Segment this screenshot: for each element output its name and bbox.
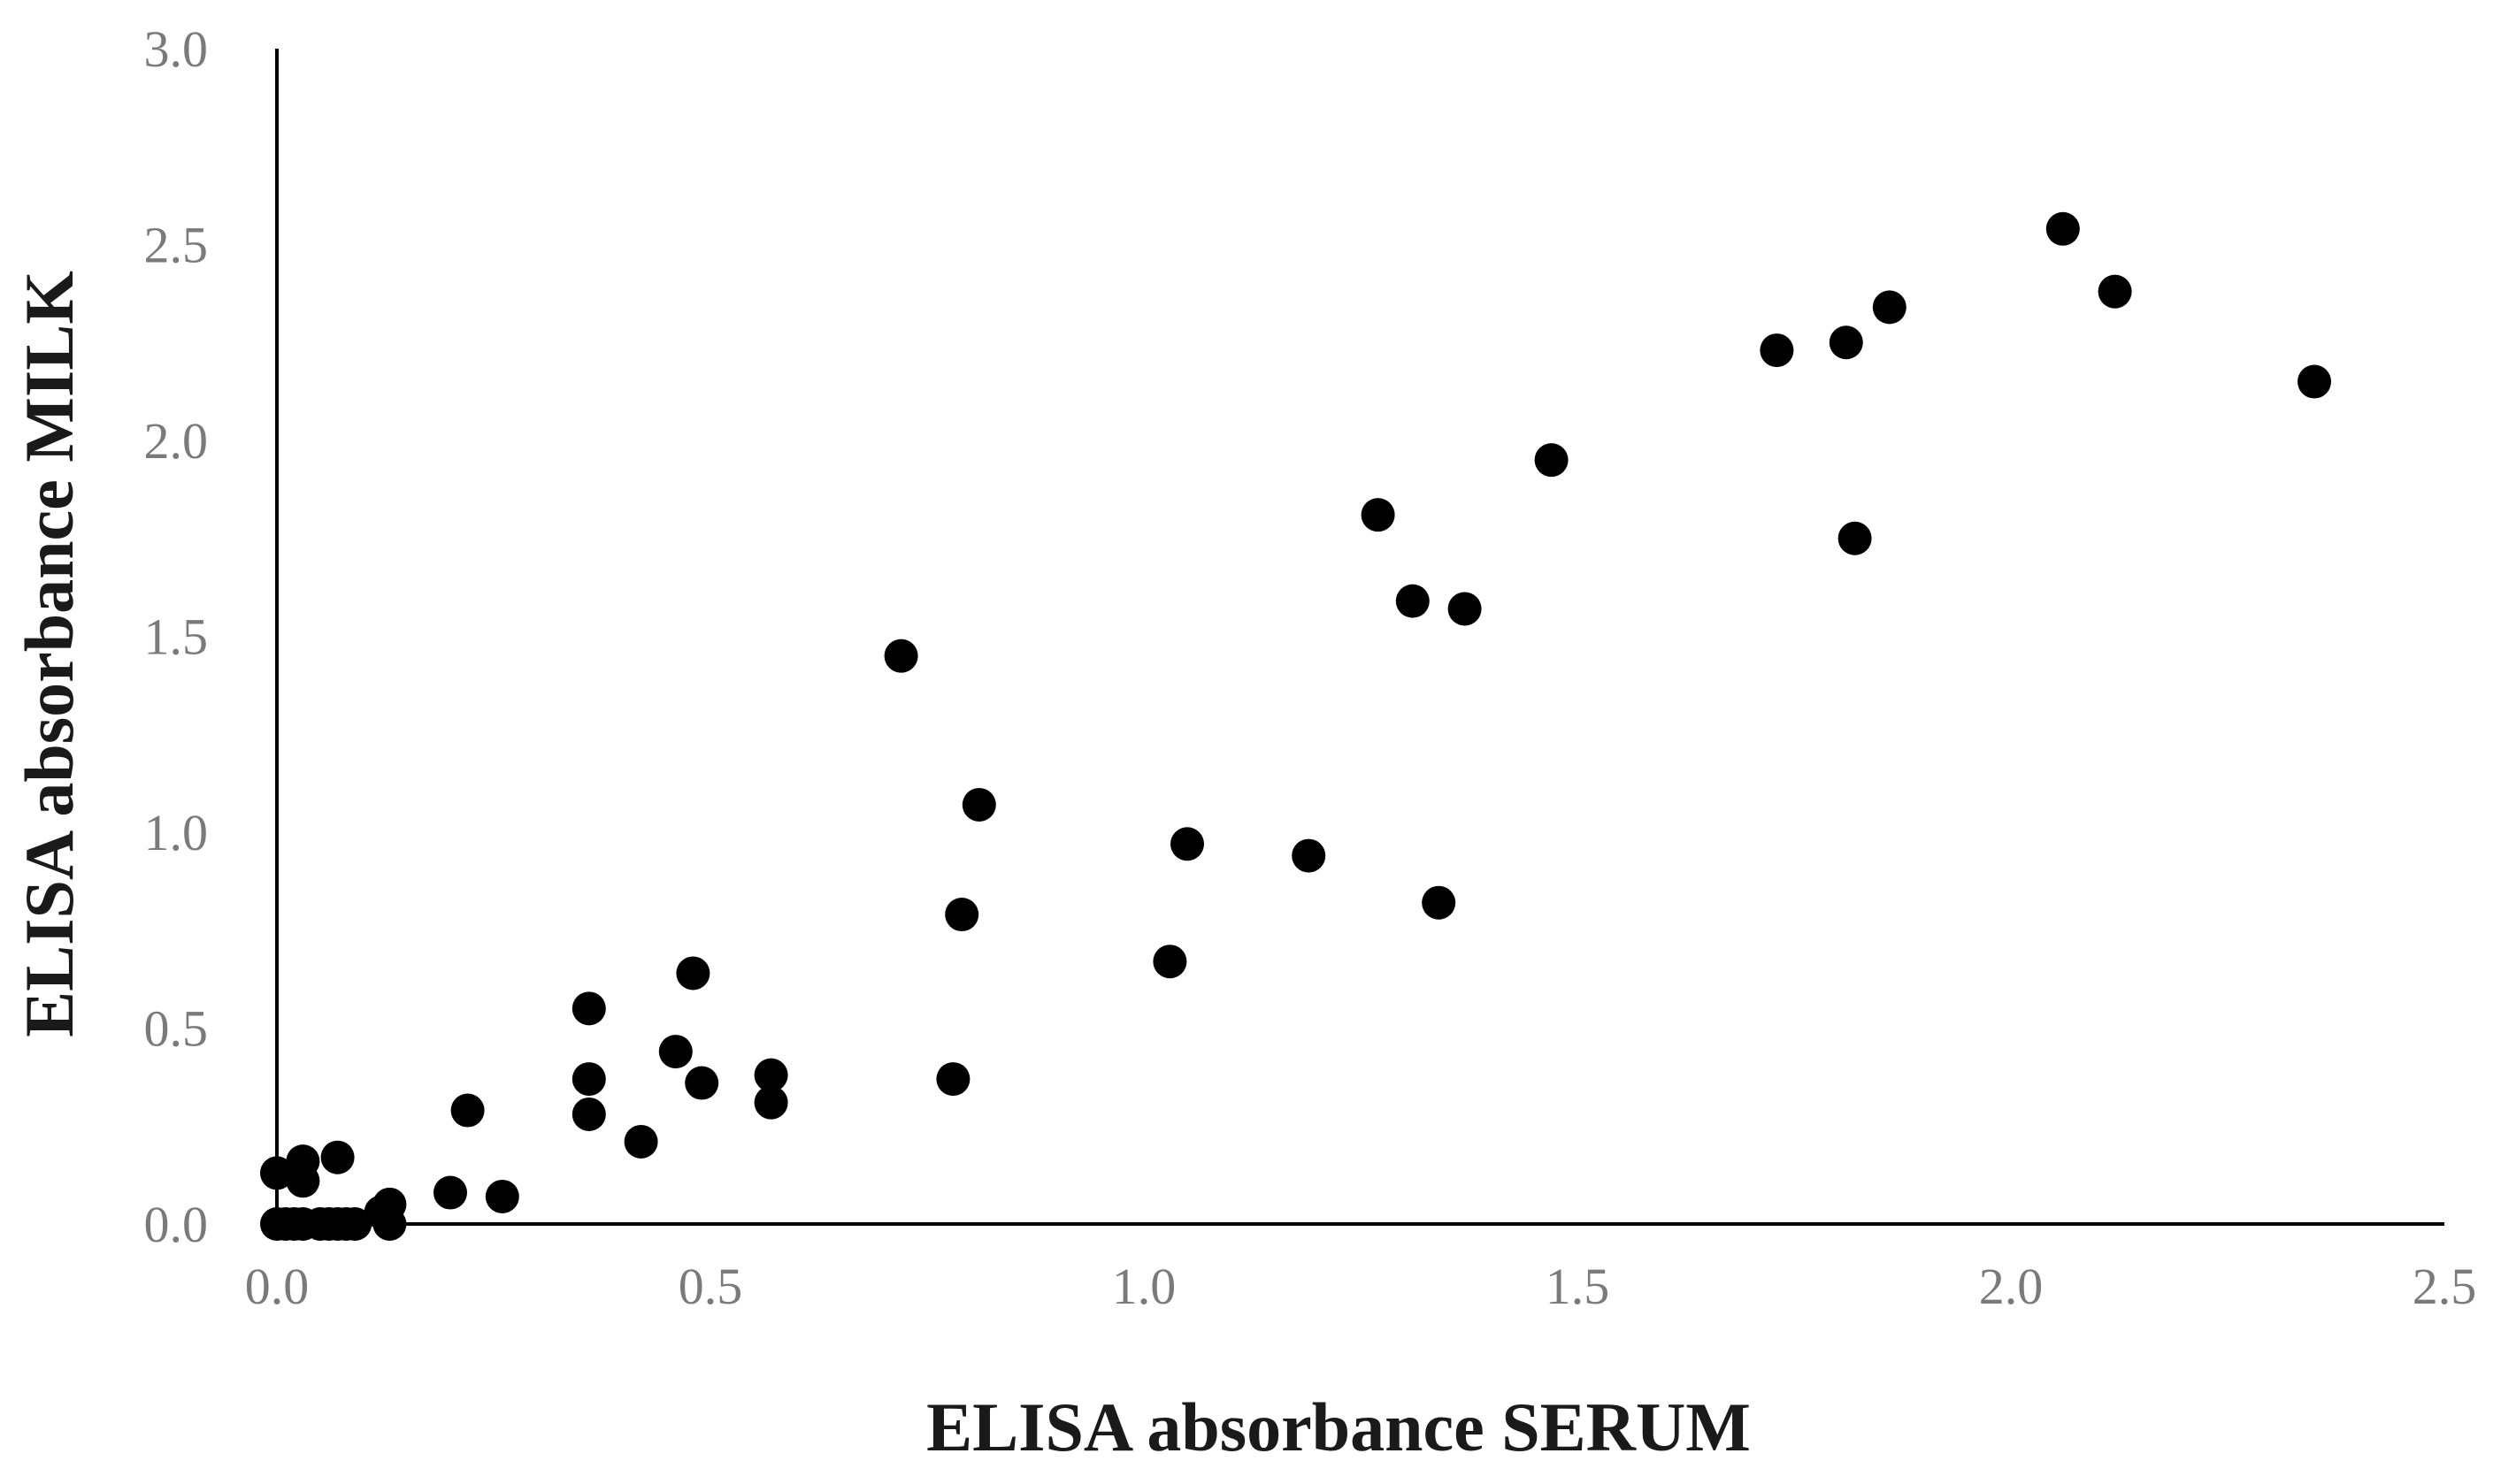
- data-point: [1422, 885, 1456, 920]
- y-tick-label: 2.5: [144, 217, 209, 274]
- data-point: [1872, 290, 1906, 325]
- data-point: [754, 1085, 788, 1120]
- data-point: [450, 1093, 485, 1128]
- y-tick-label: 1.0: [144, 804, 209, 861]
- x-tick-label: 2.5: [2413, 1258, 2477, 1315]
- data-point: [485, 1179, 519, 1213]
- data-point: [2298, 364, 2331, 399]
- data-point: [433, 1175, 467, 1210]
- data-point: [572, 991, 606, 1026]
- data-points: [260, 211, 2331, 1241]
- data-point: [658, 1035, 693, 1069]
- data-point: [260, 1156, 294, 1190]
- data-point: [945, 898, 979, 932]
- data-point: [286, 1164, 320, 1198]
- data-point: [754, 1058, 788, 1092]
- x-axis-title: ELISA absorbance SERUM: [926, 1388, 1751, 1465]
- data-point: [572, 1062, 606, 1097]
- data-point: [1153, 945, 1187, 979]
- data-point: [1837, 521, 1872, 555]
- x-tick-label: 0.0: [245, 1258, 310, 1315]
- data-point: [1447, 592, 1482, 626]
- x-tick-labels: 0.0 0.5 1.0 1.5 2.0 2.5: [245, 1258, 2477, 1315]
- y-tick-label: 0.5: [144, 1000, 209, 1058]
- y-tick-label: 1.5: [144, 608, 209, 666]
- data-point: [1361, 498, 1395, 532]
- data-point: [2098, 274, 2132, 309]
- x-tick-label: 2.0: [1979, 1258, 2044, 1315]
- data-point: [962, 787, 996, 822]
- data-point: [1534, 443, 1569, 478]
- y-tick-label: 3.0: [144, 20, 209, 78]
- data-point: [676, 956, 710, 991]
- data-point: [1829, 325, 1863, 360]
- y-axis-title: ELISA absorbance MILK: [11, 271, 88, 1037]
- y-tick-labels: 0.0 0.5 1.0 1.5 2.0 2.5 3.0: [144, 20, 209, 1253]
- data-point: [1170, 827, 1204, 861]
- x-tick-label: 1.0: [1112, 1258, 1177, 1315]
- y-tick-label: 0.0: [144, 1196, 209, 1253]
- data-point: [372, 1207, 407, 1241]
- data-point: [884, 639, 918, 673]
- x-tick-label: 0.5: [679, 1258, 743, 1315]
- data-point: [572, 1097, 606, 1131]
- data-point: [1292, 838, 1326, 873]
- x-tick-label: 1.5: [1546, 1258, 1610, 1315]
- y-tick-label: 2.0: [144, 412, 209, 470]
- data-point: [338, 1207, 372, 1241]
- data-point: [685, 1066, 719, 1100]
- data-point: [1760, 333, 1794, 368]
- data-point: [320, 1140, 355, 1174]
- data-point: [624, 1124, 658, 1159]
- data-point: [2045, 211, 2080, 246]
- data-point: [1395, 584, 1430, 618]
- data-point: [936, 1062, 970, 1097]
